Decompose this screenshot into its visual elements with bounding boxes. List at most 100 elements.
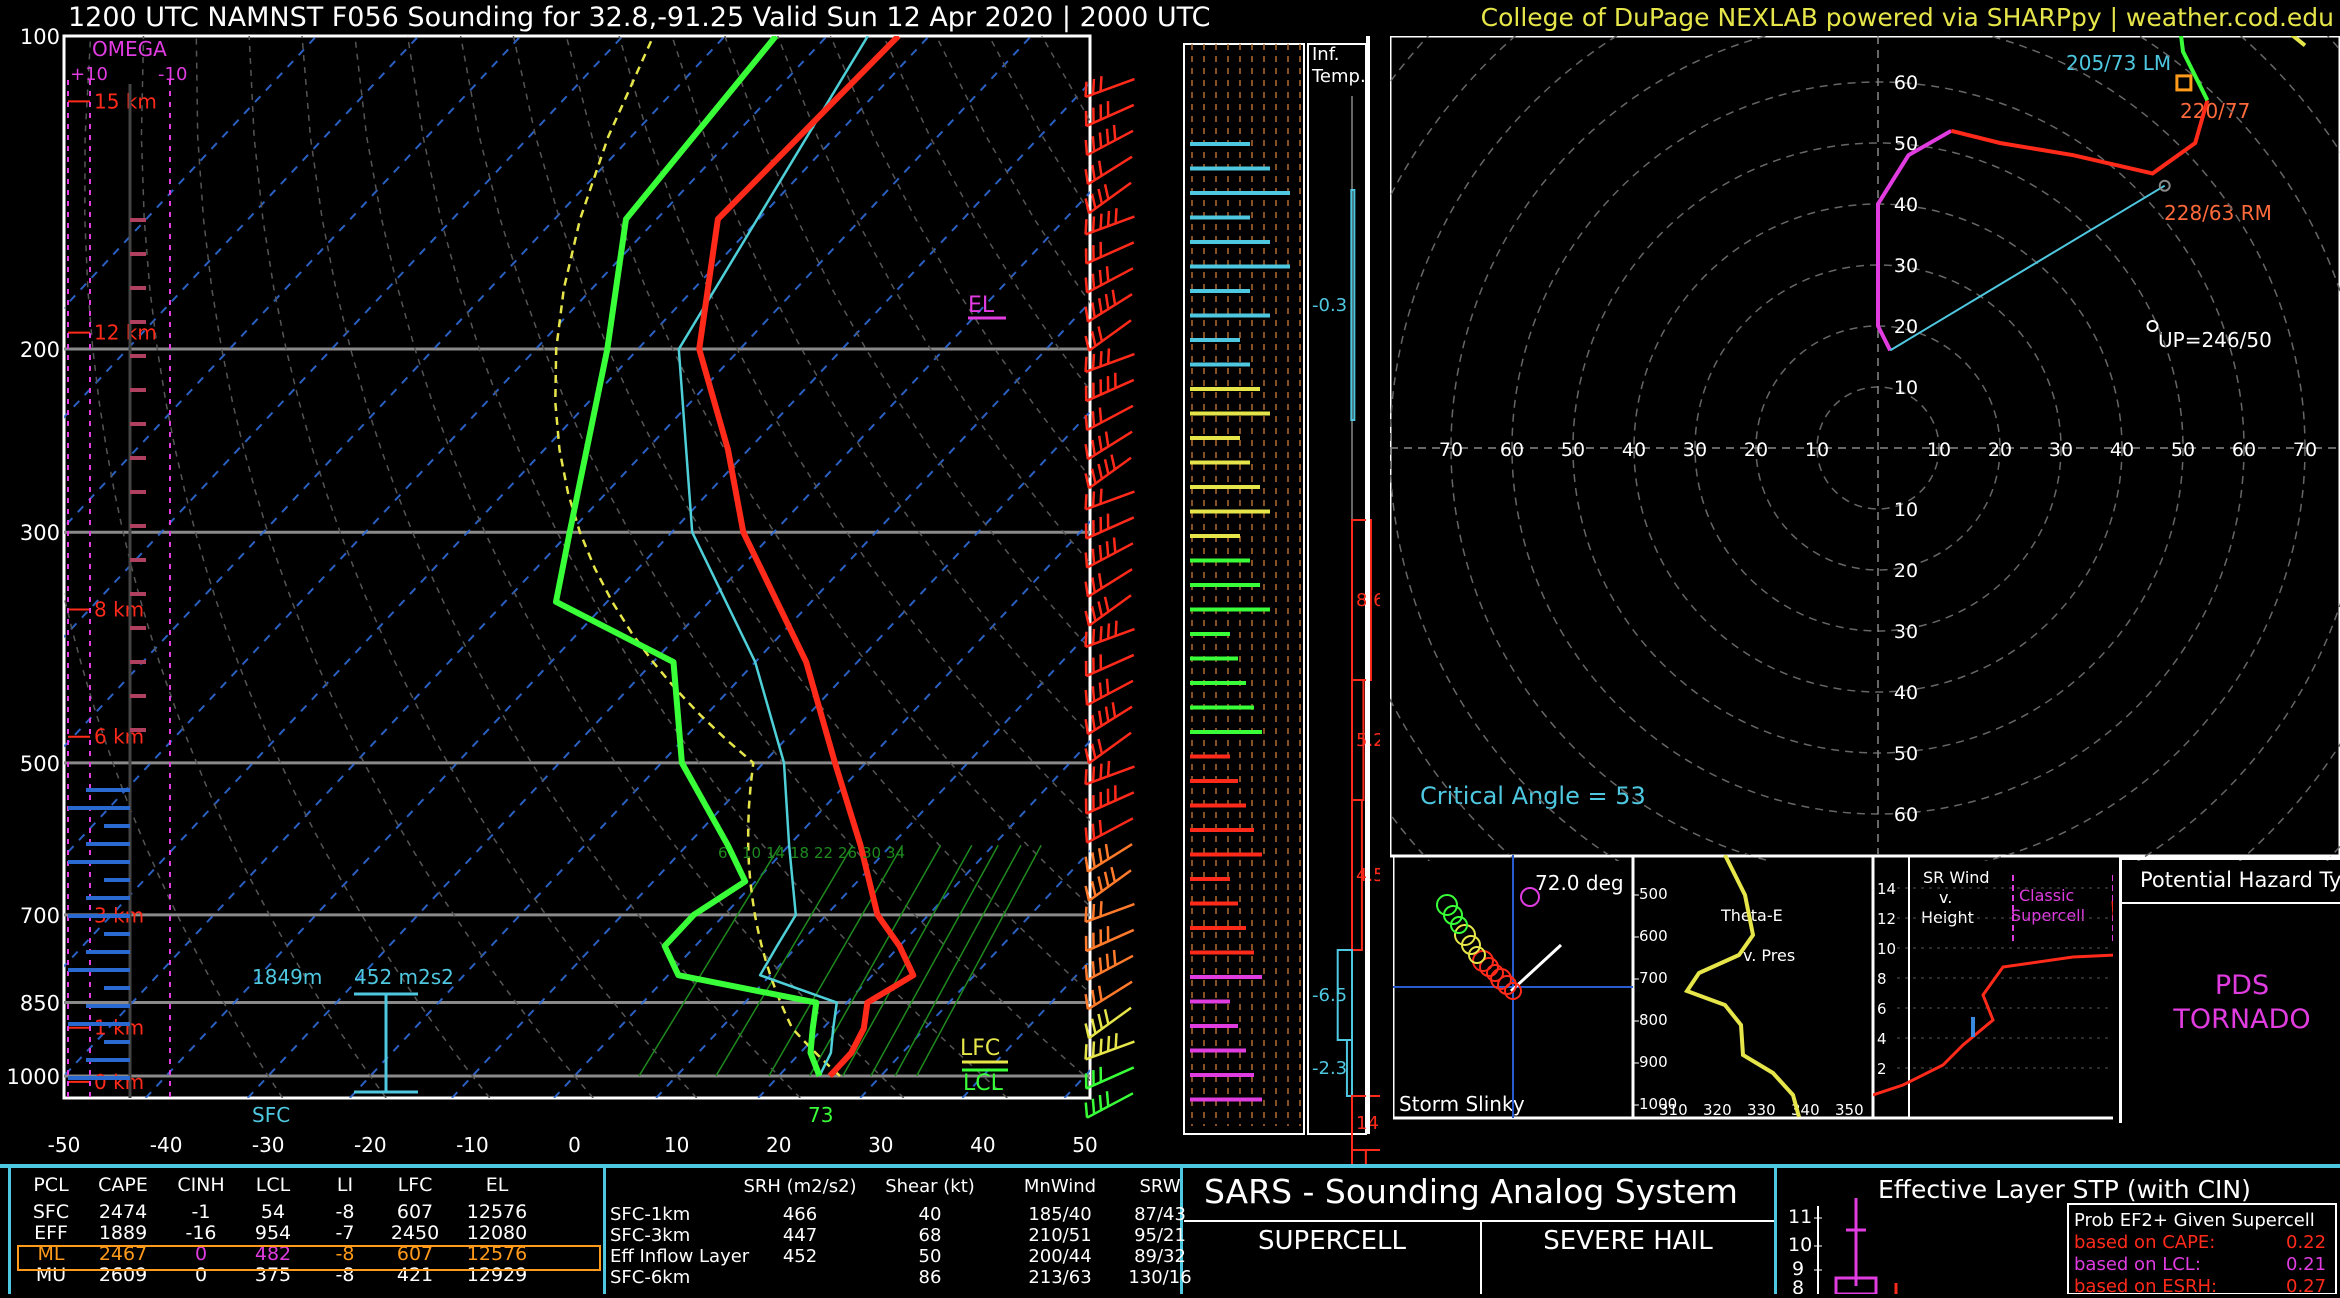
parcel-trace-line [554, 36, 841, 1077]
inf-temp-title-1: Inf. [1312, 44, 1339, 65]
hodograph-y-label: 20 [1894, 316, 1918, 338]
sr-wind-title-2: v. [1939, 888, 1952, 907]
wind-barb-feather [1091, 1041, 1096, 1057]
mixing-ratio-line [870, 844, 999, 1077]
mixing-ratio-line [768, 844, 904, 1077]
theta-e-title-2: v. Pres [1743, 946, 1795, 965]
dry-adiabat-line [64, 592, 284, 1098]
wind-barb-feather [1106, 101, 1110, 117]
bottom-frame [0, 1164, 2340, 1298]
kinematics-table: SRH (m2/s2) Shear (kt) MnWind SRW SFC-1km 46… [600, 1168, 1192, 1294]
mixing-ratio-label: 22 [814, 844, 833, 862]
wind-barb [1084, 568, 1133, 598]
height-label: 8 km [94, 597, 144, 621]
kinematics-cell: 452 [782, 1246, 818, 1267]
wind-barb-feather [1090, 193, 1097, 209]
wind-barb-staff [1087, 843, 1133, 873]
wind-barb-feather [1097, 710, 1103, 726]
wind-barb-feather [1084, 1073, 1088, 1089]
wind-barb-feather [1090, 330, 1097, 347]
dry-adiabat-line [459, 36, 1090, 1082]
wind-barb [1084, 1033, 1135, 1061]
wind-barb [1084, 76, 1135, 99]
hodograph-x-label: 30 [2049, 439, 2073, 461]
inf-temp-title-2: Temp. [1311, 66, 1366, 87]
dry-adiabat-line [777, 36, 1090, 565]
wind-barb [1084, 454, 1132, 490]
isotherm-line [961, 959, 1090, 1098]
wind-barb-feather [1106, 210, 1111, 227]
wind-barb-feather [1106, 926, 1110, 942]
wind-barb-feather [1112, 949, 1117, 966]
temperature-tick-label: -10 [456, 1133, 489, 1157]
hazard-panel: Potential Hazard Type PDS TORNADO [2119, 857, 2340, 1123]
dry-adiabat-line [724, 36, 1090, 650]
pressure-tick-label: 200 [20, 338, 60, 362]
theta-e-pres-label: 800 [1639, 1011, 1668, 1029]
wind-barb [1084, 926, 1135, 953]
wind-barb-feather [1114, 785, 1117, 801]
parcel-cell: 54 [260, 1201, 286, 1223]
wind-barb [1084, 488, 1135, 511]
wind-barb [1084, 1091, 1134, 1119]
mixing-ratio-line [715, 844, 854, 1077]
wind-barb-feather [1084, 444, 1090, 460]
dry-adiabat-line [1041, 36, 1090, 123]
wind-barb-feather [1084, 581, 1090, 597]
classic-supercell-1: Classic [2019, 886, 2074, 905]
sr-wind-height-label: 6 [1877, 1000, 1887, 1018]
hodograph-y-label: 30 [1894, 621, 1918, 643]
hodograph-frame [1390, 36, 2340, 858]
theta-e-pres-label: 700 [1639, 969, 1668, 987]
mixing-ratio-line [894, 844, 1022, 1077]
wind-barb-feather [1091, 491, 1096, 507]
mixing-ratio-label: 30 [862, 844, 881, 862]
inf-temp-value: -2.3 [1312, 1058, 1347, 1079]
wind-barb-feather [1105, 128, 1110, 145]
wind-barb-feather [1103, 184, 1110, 200]
kinematics-cell: 86 [918, 1267, 942, 1288]
parcel-cell: 954 [254, 1222, 292, 1244]
temperature-tick-label: 10 [664, 1133, 689, 1157]
mixing-ratio-label: 26 [838, 844, 857, 862]
wind-barb-feather [1114, 208, 1118, 224]
hodograph-x-label: 30 [1683, 439, 1707, 461]
wind-barb [1084, 702, 1133, 736]
kinematics-cell: SFC-1km [610, 1204, 691, 1225]
wind-barb [1084, 266, 1134, 294]
hodograph-y-label: 20 [1894, 560, 1918, 582]
hodograph-x-label: 50 [1561, 439, 1585, 461]
kinematics-cell: 213/63 [1028, 1267, 1092, 1288]
wind-barb-feather [1084, 964, 1089, 981]
stp-prob-box [2067, 1203, 2337, 1294]
wind-barb-feather [1092, 245, 1095, 261]
wind-barb-feather [1084, 994, 1090, 1010]
lfc-label: LFC [960, 1036, 1000, 1061]
wind-barb-feather [1099, 516, 1103, 533]
parcel-cell: 482 [254, 1243, 292, 1265]
wind-barb-staff [1088, 869, 1132, 902]
pressure-tick-label: 300 [20, 521, 60, 545]
hodograph-trace-high [2179, 36, 2210, 102]
hazard-value-1: PDS [2214, 970, 2270, 1001]
parcel-cell: -8 [335, 1201, 355, 1223]
wind-barb-feather [1114, 1033, 1118, 1049]
wind-barb [1084, 319, 1132, 352]
hodo-rm-label: 228/63 RM [2164, 201, 2272, 225]
wind-barb-feather [1097, 326, 1104, 342]
hodograph-x-label: 70 [1439, 439, 1463, 461]
wind-barb-feather [1105, 266, 1110, 282]
parcel-header-cell: PCL [33, 1174, 69, 1196]
wind-barb-feather [1091, 628, 1096, 645]
wind-barb-staff [1088, 594, 1132, 627]
mixing-ratio-line [916, 844, 1042, 1077]
sars-title: SARS - Sounding Analog System [1204, 1172, 1738, 1211]
skewt-plot-area [64, 36, 1090, 1098]
isotherm-line [859, 849, 1090, 1098]
hodograph-y-label: 60 [1894, 804, 1918, 826]
isotherm-line [64, 36, 828, 858]
wind-barb-feather [1104, 706, 1110, 722]
wind-barb-feather [1090, 468, 1097, 484]
stp-prob-esrh-label: based on ESRH: [2074, 1276, 2217, 1294]
